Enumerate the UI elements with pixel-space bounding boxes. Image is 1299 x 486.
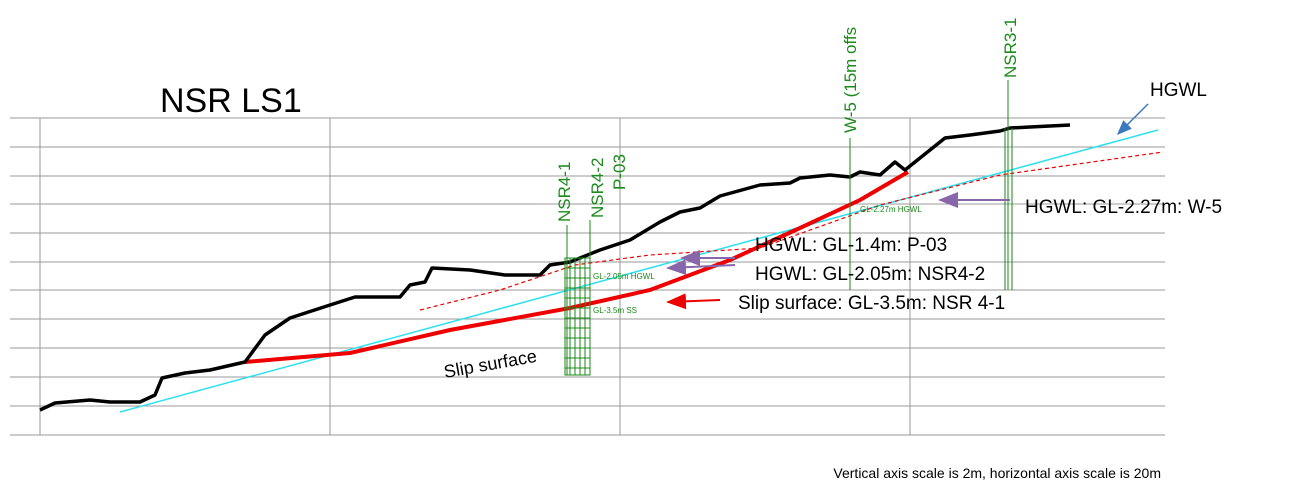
small-label: GL-2.05m HGWL [593, 272, 655, 281]
borehole-label: W-5 (15m offs [841, 27, 860, 133]
grid [10, 117, 1165, 436]
hgwl-label: HGWL [1150, 80, 1207, 101]
title: NSR LS1 [160, 82, 302, 120]
annotation: HGWL: GL-2.05m: NSR4-2 [755, 264, 985, 285]
annotation: Slip surface: GL-3.5m: NSR 4-1 [738, 293, 1005, 314]
slip-surface [244, 170, 910, 364]
boreholes [564, 80, 1013, 376]
small-label: GL-3.5m SS [593, 306, 637, 315]
small-label: GL-2.27m HGWL [860, 205, 922, 214]
borehole-label: NSR4-2 [588, 158, 607, 218]
hgwl-line [119, 129, 1159, 413]
annotation: HGWL: GL-2.27m: W-5 [1025, 197, 1222, 218]
annotation: HGWL: GL-1.4m: P-03 [755, 235, 947, 256]
borehole-label: NSR4-1 [555, 162, 574, 222]
borehole-label: NSR3-1 [1001, 18, 1020, 78]
arrow [666, 259, 736, 276]
borehole-label: P-03 [610, 154, 629, 190]
hgwl-dashed [419, 151, 1164, 311]
arrow [666, 293, 721, 310]
arrow [1116, 103, 1149, 136]
note: Vertical axis scale is 2m, horizontal ax… [833, 465, 1161, 481]
